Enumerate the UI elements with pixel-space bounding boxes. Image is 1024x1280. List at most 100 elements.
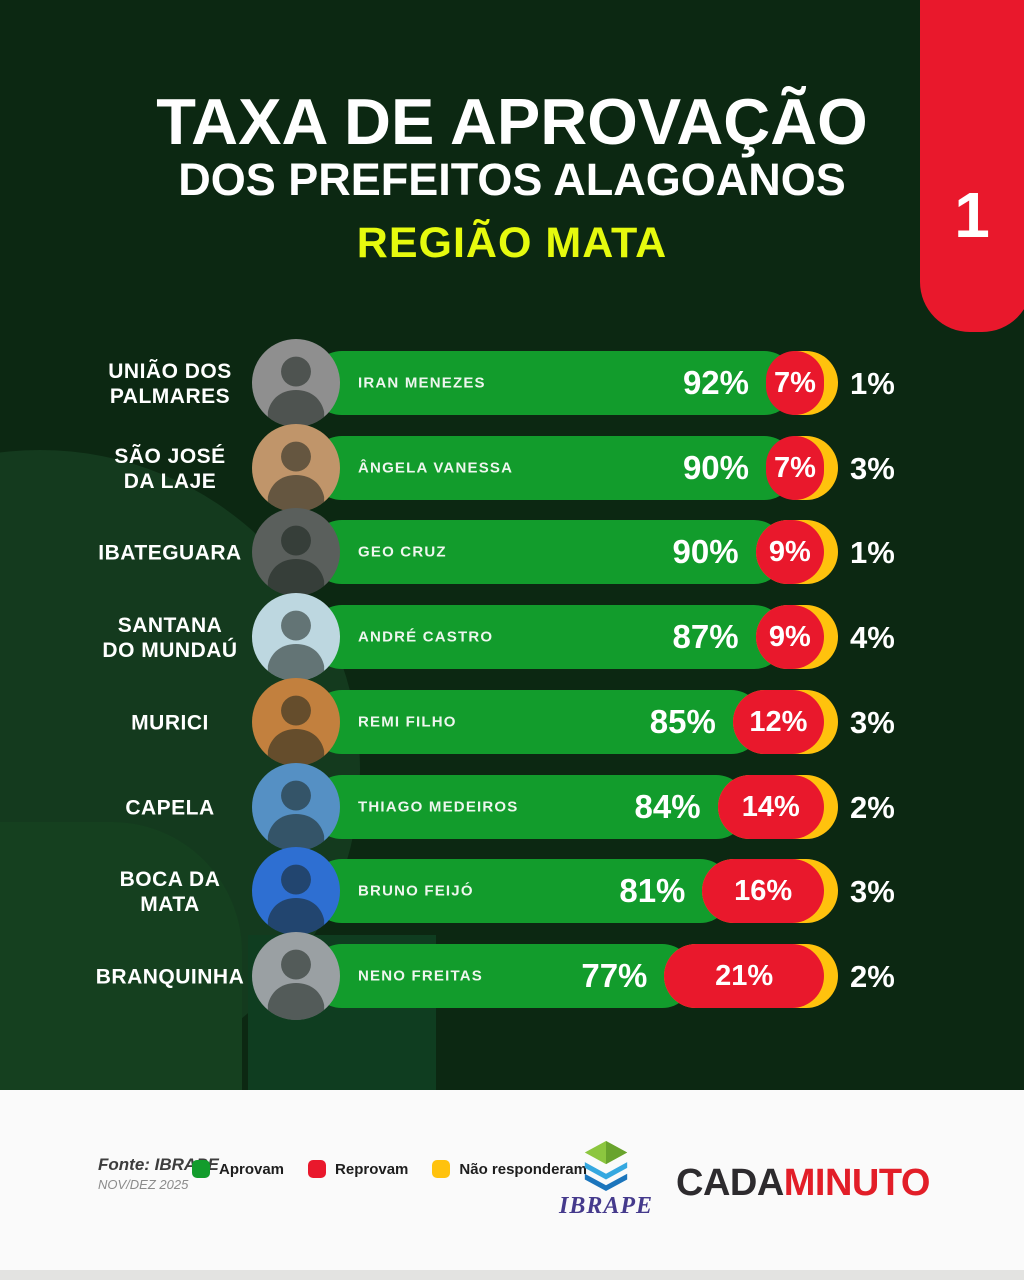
bar-segment-reprovam: 12% <box>732 690 824 754</box>
bar-segment-reprovam: 9% <box>755 605 824 669</box>
reprovam-percent: 7% <box>774 366 816 399</box>
decorative-rounded-square <box>0 822 242 1090</box>
approval-bar: 21% NENO FREITAS 77% <box>310 944 838 1008</box>
footer <box>0 1090 1024 1280</box>
approval-bar: 12% REMI FILHO 85% <box>310 690 838 754</box>
reprovam-percent: 14% <box>741 790 800 823</box>
bar-segment-reprovam: 7% <box>766 436 824 500</box>
city-label: BOCA DA MATA <box>119 867 221 916</box>
aprovam-percent: 85% <box>649 703 716 740</box>
bar-segment-aprovam <box>310 690 763 754</box>
bar-segment-reprovam: 16% <box>702 859 824 923</box>
source-block: Fonte: IBRAPE NOV/DEZ 2025 <box>98 1155 219 1192</box>
reprovam-percent: 16% <box>734 874 793 907</box>
footer-bottom-strip <box>0 1270 1024 1280</box>
approval-bar: 9% ANDRÉ CASTRO 87% <box>310 605 838 669</box>
reprovam-percent: 9% <box>768 535 811 568</box>
bar-segment-aprovam <box>310 944 695 1008</box>
region-subtitle: REGIÃO MATA <box>356 218 668 267</box>
aprovam-percent: 90% <box>672 533 739 570</box>
source-label: Fonte: IBRAPE <box>98 1155 219 1174</box>
mayor-name: NENO FREITAS <box>358 967 483 985</box>
city-label: SÃO JOSÉ DA LAJE <box>114 444 226 493</box>
cadaminuto-logo: CADAMINUTO <box>676 1162 930 1205</box>
person-silhouette-icon <box>267 949 325 1020</box>
person-silhouette-icon <box>267 780 325 851</box>
mayor-row: CAPELA 14% THIAGO MEDEIROS 84% 2% <box>0 763 1024 851</box>
nao-responderam-swatch-icon <box>432 1160 451 1178</box>
aprovam-percent: 77% <box>581 957 648 994</box>
page-number-ribbon: 1 <box>920 0 1024 332</box>
person-silhouette-icon <box>267 610 325 681</box>
bar-segment-reprovam: 14% <box>717 775 824 839</box>
approval-bar: 16% BRUNO FEIJÓ 81% <box>310 859 838 923</box>
source-period: NOV/DEZ 2025 <box>98 1177 189 1192</box>
nao-responderam-percent: 3% <box>850 704 895 740</box>
city-label: SANTANA DO MUNDAÚ <box>102 613 238 662</box>
header: TAXA DE APROVAÇÃO DOS PREFEITOS ALAGOANO… <box>0 0 1024 268</box>
person-silhouette-icon <box>267 864 325 935</box>
page-title-line2: DOS PREFEITOS ALAGOANOS <box>178 153 846 205</box>
ibrape-logo-text: IBRAPE <box>558 1193 654 1219</box>
mayor-row: MURICI 12% REMI FILHO 85% 3% <box>0 678 1024 766</box>
mayor-photo <box>252 508 340 596</box>
mayor-row: BOCA DA MATA 16% BRUNO FEIJÓ 81% 3% <box>0 847 1024 935</box>
legend-item-reprovam: Reprovam <box>308 1160 408 1178</box>
bar-segment-reprovam: 7% <box>766 351 824 415</box>
legend-item-nao-responderam: Não responderam <box>432 1160 587 1178</box>
rows: UNIÃO DOS PALMARES 7% IRAN MENEZES 92% 1… <box>0 339 1024 1020</box>
legend-item-aprovam: Aprovam <box>192 1160 284 1178</box>
cadaminuto-logo-cada: CADA <box>676 1162 784 1204</box>
nao-responderam-percent: 1% <box>850 365 895 401</box>
mayor-photo <box>252 847 340 935</box>
mayor-name: BRUNO FEIJÓ <box>358 882 474 900</box>
city-label: MURICI <box>131 710 209 734</box>
bar-segment-aprovam <box>310 859 733 923</box>
approval-bar: 14% THIAGO MEDEIROS 84% <box>310 775 838 839</box>
city-label: UNIÃO DOS PALMARES <box>108 359 232 408</box>
mayor-row: SANTANA DO MUNDAÚ 9% ANDRÉ CASTRO 87% 4% <box>0 593 1024 681</box>
mayor-photo <box>252 678 340 766</box>
cadaminuto-logo-minuto: MINUTO <box>783 1162 931 1204</box>
mayor-name: ANDRÉ CASTRO <box>358 628 494 646</box>
bar-segment-aprovam <box>310 520 786 584</box>
city-label: IBATEGUARA <box>98 540 242 564</box>
bar-segment-reprovam: 21% <box>664 944 824 1008</box>
reprovam-percent: 9% <box>768 620 811 653</box>
nao-responderam-percent: 3% <box>850 873 895 909</box>
mayor-name: THIAGO MEDEIROS <box>358 798 519 816</box>
person-silhouette-icon <box>267 695 325 766</box>
mayor-photo <box>252 932 340 1020</box>
nao-responderam-percent: 3% <box>850 450 895 486</box>
page-number: 1 <box>954 179 990 251</box>
reprovam-swatch-icon <box>308 1160 327 1178</box>
bar-segment-aprovam <box>310 605 786 669</box>
mayor-photo <box>252 593 340 681</box>
mayor-row: IBATEGUARA 9% GEO CRUZ 90% 1% <box>0 508 1024 596</box>
mayor-name: REMI FILHO <box>358 713 457 731</box>
mayor-name: GEO CRUZ <box>358 543 447 561</box>
aprovam-swatch-icon <box>192 1160 210 1178</box>
ibrape-logo: IBRAPE <box>548 1140 664 1220</box>
person-silhouette-icon <box>267 525 325 596</box>
bar-segment-aprovam <box>310 436 796 500</box>
mayor-row: UNIÃO DOS PALMARES 7% IRAN MENEZES 92% 1… <box>0 339 1024 427</box>
bar-segment-reprovam: 9% <box>755 520 824 584</box>
aprovam-percent: 84% <box>634 788 701 825</box>
page-title-line1: TAXA DE APROVAÇÃO <box>156 85 868 158</box>
aprovam-percent: 81% <box>619 872 686 909</box>
nao-responderam-percent: 1% <box>850 534 895 570</box>
person-silhouette-icon <box>267 356 325 427</box>
bar-segment-aprovam <box>310 775 748 839</box>
city-label: BRANQUINHA <box>95 964 245 988</box>
legend-label: Reprovam <box>335 1160 409 1178</box>
city-label: CAPELA <box>125 795 215 819</box>
mayor-name: ÂNGELA VANESSA <box>358 459 514 477</box>
aprovam-percent: 92% <box>682 364 749 401</box>
reprovam-percent: 12% <box>749 705 808 738</box>
approval-bar: 9% GEO CRUZ 90% <box>310 520 838 584</box>
reprovam-percent: 21% <box>715 959 774 992</box>
mayor-photo <box>252 339 340 427</box>
nao-responderam-percent: 4% <box>850 619 895 655</box>
